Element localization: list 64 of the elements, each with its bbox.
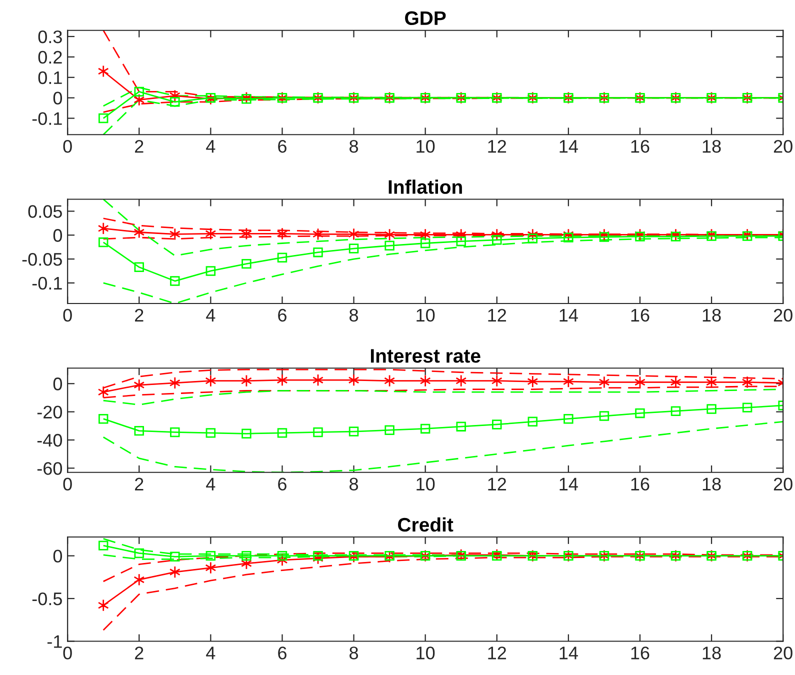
x-tick-label: 14 [560, 309, 578, 322]
y-tick-label: -0.1 [32, 276, 62, 290]
y-tick-label: 0.2 [38, 50, 62, 64]
y-tick-label: 0.1 [38, 71, 62, 84]
x-tick-label: 0 [63, 308, 72, 322]
chart-title: Inflation [388, 180, 462, 194]
y-tick-label: 0.3 [38, 30, 62, 44]
x-tick-label: 12 [488, 478, 506, 490]
x-tick-label: 20 [774, 478, 792, 490]
x-tick-label: 0 [63, 478, 72, 490]
x-tick-label: 10 [416, 308, 435, 322]
y-tick-label: -20 [37, 406, 62, 419]
x-tick-label: 10 [416, 140, 435, 153]
x-tick-label: 6 [278, 478, 286, 490]
x-tick-label: 12 [488, 140, 506, 153]
x-tick-label: 18 [702, 646, 721, 660]
y-tick-label: 0 [53, 229, 62, 242]
y-tick-label: 0.05 [28, 205, 62, 218]
y-tick-label: 0 [53, 92, 62, 105]
chart-title: Interest rate [370, 349, 480, 363]
x-tick-label: 4 [206, 309, 216, 322]
y-tick-label: 0 [53, 378, 62, 390]
x-tick-label: 6 [278, 140, 286, 153]
x-tick-label: 18 [702, 478, 721, 490]
x-tick-label: 2 [135, 140, 144, 153]
x-tick-label: 16 [631, 646, 650, 660]
y-tick-label: -1 [47, 635, 62, 648]
x-tick-label: 20 [774, 646, 792, 660]
y-tick-label: -0.05 [22, 252, 62, 266]
x-tick-label: 4 [206, 646, 216, 660]
x-tick-label: 18 [702, 140, 721, 153]
x-tick-label: 8 [350, 140, 358, 153]
y-tick-label: -60 [37, 462, 62, 475]
x-tick-label: 6 [278, 308, 286, 322]
chart-title: GDP [405, 11, 446, 26]
y-tick-label: -0.5 [32, 592, 62, 606]
x-tick-label: 14 [560, 140, 578, 153]
x-tick-label: 6 [278, 646, 286, 660]
x-tick-label: 12 [488, 308, 506, 322]
x-tick-label: 16 [631, 140, 650, 153]
x-tick-label: 2 [135, 308, 144, 322]
x-tick-label: 20 [774, 308, 792, 322]
x-tick-label: 4 [206, 140, 216, 153]
x-tick-label: 2 [135, 478, 144, 490]
y-tick-label: -40 [37, 434, 62, 447]
x-tick-label: 8 [350, 646, 358, 660]
y-tick-label: 0 [53, 550, 62, 563]
x-tick-label: 4 [206, 478, 216, 490]
x-tick-label: 8 [350, 308, 358, 322]
x-tick-label: 16 [631, 478, 650, 490]
x-tick-label: 14 [560, 478, 578, 490]
x-tick-label: 0 [63, 646, 72, 660]
x-tick-label: 14 [560, 646, 578, 660]
x-tick-label: 18 [702, 308, 721, 322]
x-tick-label: 12 [488, 646, 506, 660]
y-tick-label: -0.1 [32, 112, 62, 125]
x-tick-label: 0 [63, 140, 72, 153]
x-tick-label: 2 [135, 646, 144, 660]
x-tick-label: 16 [631, 308, 650, 322]
x-tick-label: 10 [416, 646, 435, 660]
x-tick-label: 8 [350, 478, 358, 490]
x-tick-label: 20 [774, 140, 792, 153]
chart-title: Credit [398, 517, 454, 532]
x-tick-label: 10 [416, 478, 435, 490]
